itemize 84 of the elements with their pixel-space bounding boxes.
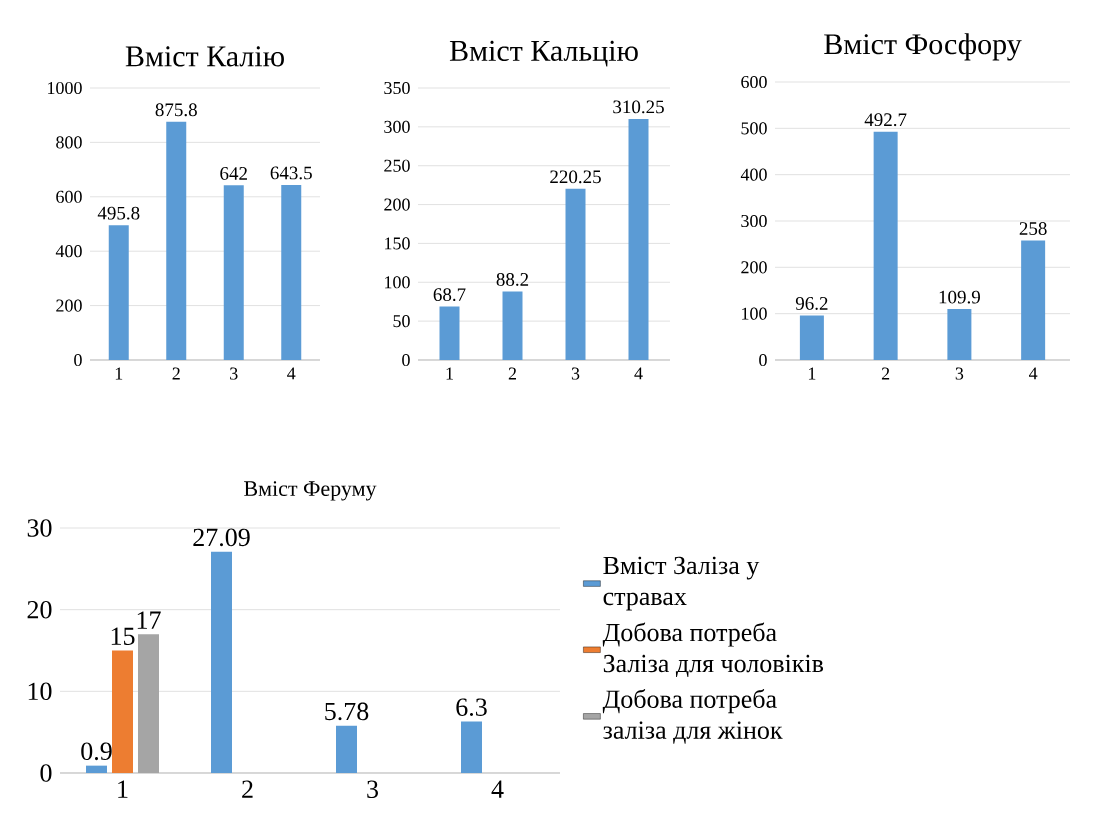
bar (502, 291, 523, 360)
chart-title: Вміст Фосфору (824, 33, 1022, 61)
y-tick-label: 300 (741, 214, 767, 228)
data-label: 88.2 (496, 273, 529, 286)
x-tick-label: 4 (634, 367, 643, 380)
x-tick-label: 2 (172, 367, 180, 380)
legend-label: Добова потреба заліза для жінок (602, 689, 783, 744)
bar (565, 188, 586, 360)
y-tick-label: 500 (741, 122, 767, 135)
chart-title: Вміст Феруму (244, 481, 377, 501)
y-tick-label: 800 (56, 136, 82, 149)
y-tick-label: 100 (385, 276, 410, 289)
bar (439, 306, 460, 360)
data-label: 643.5 (270, 166, 312, 180)
y-tick-label: 400 (55, 245, 82, 258)
y-tick-label: 0 (74, 353, 82, 367)
x-tick-label: 1 (446, 367, 453, 380)
data-label: 96.2 (795, 297, 828, 310)
data-label: 310.25 (613, 100, 664, 114)
x-tick-label: 4 (287, 367, 296, 380)
data-label: 495.8 (97, 206, 140, 220)
bar (86, 765, 107, 773)
y-tick-label: 200 (56, 299, 82, 312)
x-tick-label: 2 (881, 367, 890, 380)
x-tick-label: 2 (242, 780, 253, 798)
bar (873, 131, 898, 360)
bar (138, 634, 159, 773)
data-label: 15 (111, 627, 135, 645)
bar (799, 315, 824, 360)
bar (336, 725, 357, 773)
chart-title: Вміст Калію (125, 46, 284, 67)
data-label: 220.25 (550, 170, 601, 184)
x-tick-label: 2 (508, 367, 517, 380)
bar (211, 551, 232, 773)
y-tick-label: 0 (402, 353, 410, 367)
y-tick-label: 350 (384, 81, 410, 95)
y-tick-label: 200 (741, 261, 767, 274)
data-label: 68.7 (433, 288, 466, 302)
data-label: 875.8 (155, 103, 197, 117)
bar (166, 121, 187, 360)
x-tick-label: 3 (955, 367, 964, 380)
data-label: 17 (137, 611, 161, 629)
data-label: 6.3 (456, 698, 487, 717)
y-tick-label: 0 (759, 353, 767, 367)
y-tick-label: 150 (385, 237, 410, 250)
y-tick-label: 50 (393, 315, 410, 328)
bar (628, 118, 649, 360)
bar (108, 225, 129, 360)
x-tick-label: 1 (118, 780, 128, 798)
x-tick-label: 1 (808, 367, 816, 380)
data-label: 642 (220, 167, 247, 180)
bar (1021, 240, 1046, 360)
bar (947, 309, 972, 360)
y-tick-label: 600 (741, 75, 767, 89)
x-tick-label: 4 (491, 780, 504, 798)
y-tick-label: 10 (28, 682, 52, 701)
y-tick-label: 20 (27, 600, 52, 619)
data-label: 27.09 (193, 528, 250, 547)
bar (112, 650, 133, 773)
bar (461, 721, 482, 773)
data-label: 492.7 (864, 113, 907, 127)
y-tick-label: 250 (384, 159, 410, 172)
x-tick-label: 4 (1029, 367, 1038, 380)
x-tick-label: 3 (230, 367, 238, 380)
y-tick-label: 200 (384, 198, 410, 211)
y-tick-label: 300 (384, 120, 410, 133)
y-tick-label: 100 (742, 307, 767, 320)
x-tick-label: 3 (571, 367, 580, 380)
bar (223, 185, 244, 360)
legend-label: Вміст Заліза у стравах (603, 556, 760, 611)
legend-label: Добова потреба Заліза для чоловіків (602, 622, 824, 678)
y-tick-label: 30 (27, 519, 52, 537)
y-tick-label: 1000 (48, 81, 82, 95)
data-label: 5.78 (325, 702, 369, 721)
chart-title: Вміст Кальцію (449, 40, 638, 67)
y-tick-label: 400 (740, 168, 767, 181)
data-label: 109.9 (939, 290, 980, 304)
y-tick-label: 0 (40, 764, 52, 782)
data-label: 0.9 (81, 742, 112, 761)
bar (281, 184, 302, 360)
x-tick-label: 3 (367, 780, 378, 798)
data-label: 258 (1019, 222, 1047, 235)
y-tick-label: 600 (56, 190, 82, 203)
x-tick-label: 1 (115, 367, 123, 380)
